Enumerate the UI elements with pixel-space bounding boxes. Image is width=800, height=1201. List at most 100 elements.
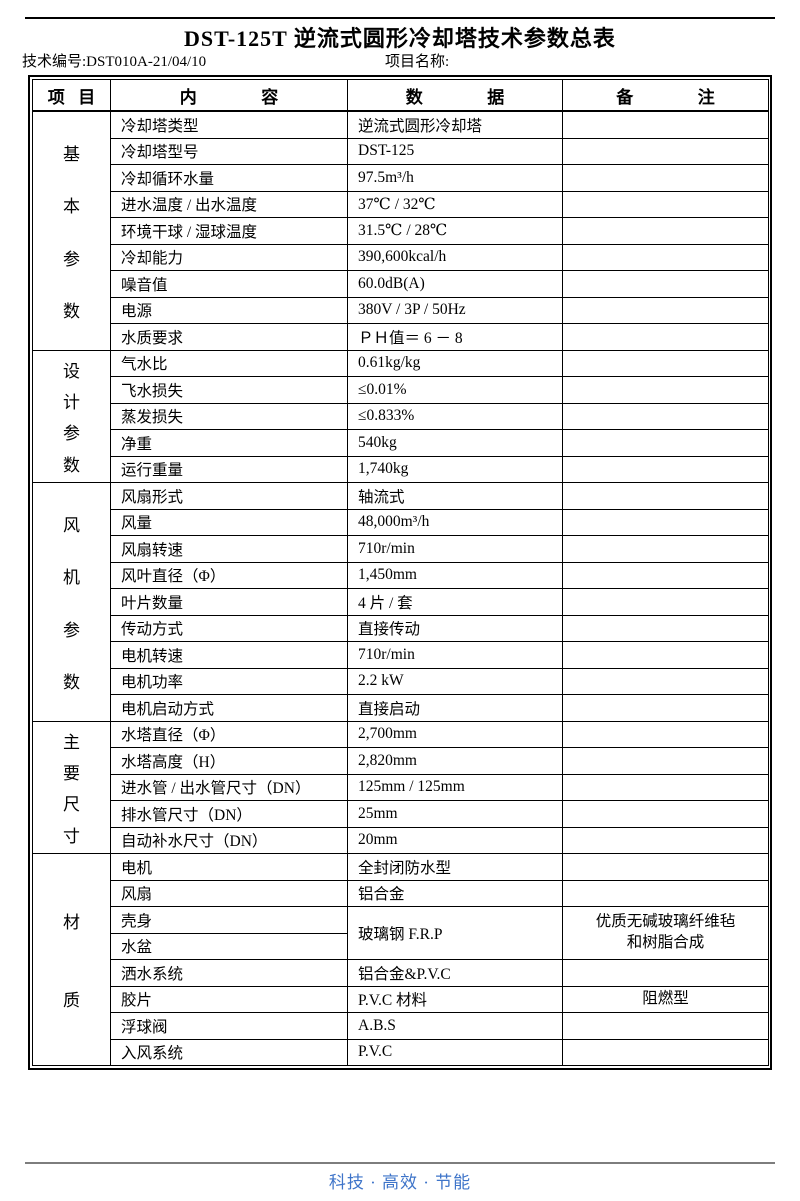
column-header-label: 内容 xyxy=(179,87,343,107)
table-row: 噪音值 60.0dB(A) xyxy=(33,270,769,298)
table-header: 项目 内容 数据 备注 xyxy=(32,79,769,112)
table-row: 排水管尺寸（DN） 25mm xyxy=(33,800,769,828)
spec-table-frame: 项目 内容 数据 备注 基本参数冷却塔类型 逆流式圆形冷却塔 冷却塔型号 DST-125 冷却… xyxy=(28,75,772,1070)
table-row: 冷却循环水量 97.5m³/h xyxy=(33,164,769,192)
content-cell: 洒水系统 xyxy=(110,959,348,987)
spec-table: 项目 内容 数据 备注 基本参数冷却塔类型 逆流式圆形冷却塔 冷却塔型号 DST-125 冷却… xyxy=(32,79,769,1066)
subheader: 技术编号:DST010A-21/04/10 项目名称: xyxy=(0,50,800,72)
data-cell: 540kg xyxy=(347,429,563,457)
content-cell: 飞水损失 xyxy=(110,376,348,404)
data-cell: 25mm xyxy=(347,800,563,828)
remark-cell xyxy=(562,217,769,245)
remark-cell xyxy=(562,402,769,430)
remark-cell xyxy=(562,561,769,589)
remark-cell xyxy=(562,614,769,642)
data-cell: 60.0dB(A) xyxy=(347,270,563,298)
content-cell: 电机 xyxy=(110,853,348,881)
section-label-char: 尺 xyxy=(63,795,80,815)
remark-cell xyxy=(562,1038,769,1066)
table-row: 冷却塔型号 DST-125 xyxy=(33,137,769,165)
content-cell: 叶片数量 xyxy=(110,588,348,616)
table-row: 进水温度 / 出水温度 37℃ / 32℃ xyxy=(33,190,769,218)
table-row: 传动方式 直接传动 xyxy=(33,614,769,642)
section-label-cell: 主要尺寸 xyxy=(32,720,111,854)
content-cell: 进水管 / 出水管尺寸（DN） xyxy=(110,773,348,801)
content-cell: 电源 xyxy=(110,296,348,324)
column-header-4: 备注 xyxy=(562,79,769,112)
table-row: 水塔高度（H） 2,820mm xyxy=(33,747,769,775)
remark-cell xyxy=(562,853,769,881)
data-cell: 2.2 kW xyxy=(347,667,563,695)
data-cell: 0.61kg/kg xyxy=(347,349,563,377)
remark-cell xyxy=(562,190,769,218)
data-cell: 轴流式 xyxy=(347,482,563,510)
table-row: 入风系统 P.V.C xyxy=(33,1038,769,1066)
remark-cell xyxy=(562,137,769,165)
content-cell: 壳身 xyxy=(110,906,348,934)
remark-cell xyxy=(562,773,769,801)
section-label: 基本参数 xyxy=(34,112,110,349)
content-cell: 风扇 xyxy=(110,879,348,907)
content-cell: 水塔高度（H） xyxy=(110,747,348,775)
content-cell: 水塔直径（Φ） xyxy=(110,720,348,748)
section-label: 材质 xyxy=(34,855,110,1065)
table-row: 洒水系统 铝合金&P.V.C xyxy=(33,959,769,987)
table-row: 风叶直径（Φ） 1,450mm xyxy=(33,561,769,589)
column-header-3: 数据 xyxy=(347,79,563,112)
table-row: 壳身 玻璃钢 F.R.P 优质无碱玻璃纤维毡 和树脂合成 xyxy=(33,906,769,960)
footer-divider xyxy=(25,1162,775,1164)
table-row: 浮球阀 A.B.S xyxy=(33,1012,769,1040)
table-row: 电源 380V / 3P / 50Hz xyxy=(33,296,769,324)
column-header-1: 项目 xyxy=(32,79,111,112)
content-cell: 浮球阀 xyxy=(110,1012,348,1040)
table-row: 进水管 / 出水管尺寸（DN） 125mm / 125mm xyxy=(33,773,769,801)
content-cell: 冷却塔型号 xyxy=(110,137,348,165)
content-cell: 风量 xyxy=(110,508,348,536)
data-cell: 390,600kcal/h xyxy=(347,243,563,271)
remark-cell xyxy=(562,455,769,483)
table-row: 运行重量 1,740kg xyxy=(33,455,769,483)
data-cell: ≤0.01% xyxy=(347,376,563,404)
data-cell: 97.5m³/h xyxy=(347,164,563,192)
data-cell: 逆流式圆形冷却塔 xyxy=(347,110,563,139)
page-title: DST-125T 逆流式圆形冷却塔技术参数总表 xyxy=(184,26,616,51)
content-cell: 风叶直径（Φ） xyxy=(110,561,348,589)
table-row: 叶片数量 4 片 / 套 xyxy=(33,588,769,616)
remark-cell xyxy=(562,641,769,669)
column-header-label: 数据 xyxy=(405,87,563,107)
footer-slogan: 科技 · 高效 · 节能 xyxy=(328,1173,472,1192)
section-3: 风机参数风扇形式 轴流式 风量 48,000m³/h 风扇转速 710r/min 风叶直径（… xyxy=(32,482,769,722)
data-cell: 铝合金 xyxy=(347,879,563,907)
data-cell: 20mm xyxy=(347,826,563,854)
table-row: 冷却能力 390,600kcal/h xyxy=(33,243,769,271)
content-cell: 电机启动方式 xyxy=(110,694,348,722)
section-label-char: 机 xyxy=(63,568,80,587)
remark-cell xyxy=(562,110,769,139)
section-2: 设计参数气水比 0.61kg/kg 飞水损失 ≤0.01% 蒸发损失 ≤0.833% 净重 5… xyxy=(32,349,769,483)
section-label-cell: 基本参数 xyxy=(32,110,111,351)
content-cell: 运行重量 xyxy=(110,455,348,483)
section-label-char: 参 xyxy=(63,249,80,269)
section-5: 材质电机 全封闭防水型 风扇 铝合金 壳身 玻璃钢 F.R.P 优质无碱玻璃纤维毡 和树脂合… xyxy=(32,853,769,1066)
table-row: 飞水损失 ≤0.01% xyxy=(33,376,769,404)
table-row: 电机功率 2.2 kW xyxy=(33,667,769,695)
content-cell: 进水温度 / 出水温度 xyxy=(110,190,348,218)
data-cell: 1,740kg xyxy=(347,455,563,483)
table-row: 环境干球 / 湿球温度 31.5℃ / 28℃ xyxy=(33,217,769,245)
top-divider xyxy=(25,17,775,19)
table-row: 水质要求 ＰＨ值＝ 6 － 8 xyxy=(33,323,769,351)
remark-cell xyxy=(562,508,769,536)
table-row: 材质电机 全封闭防水型 xyxy=(32,853,769,1066)
remark-cell xyxy=(562,296,769,324)
section-label-char: 数 xyxy=(63,302,80,321)
remark-cell xyxy=(562,243,769,271)
content-cell: 气水比 xyxy=(110,349,348,377)
section-4: 主要尺寸水塔直径（Φ） 2,700mm 水塔高度（H） 2,820mm 进水管 / 出水… xyxy=(32,720,769,854)
column-header-2: 内容 xyxy=(110,79,348,112)
remark-cell xyxy=(562,270,769,298)
content-cell: 排水管尺寸（DN） xyxy=(110,800,348,828)
section-label: 主要尺寸 xyxy=(34,722,110,853)
content-cell: 风扇形式 xyxy=(110,482,348,510)
remark-cell xyxy=(562,535,769,563)
